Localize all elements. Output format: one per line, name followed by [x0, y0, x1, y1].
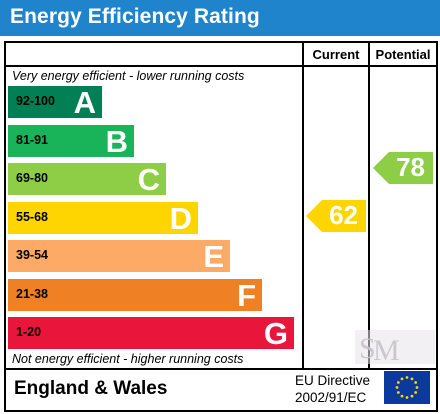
band-letter-label: G — [263, 316, 288, 351]
band-d: 55-68 D — [8, 200, 198, 236]
current-column-divider — [302, 41, 304, 370]
band-letter-label: F — [237, 277, 256, 313]
rating-frame — [4, 41, 438, 412]
potential-arrow-shape — [373, 152, 433, 184]
band-letter-label: D — [169, 200, 192, 236]
band-range-label: 81-91 — [16, 132, 48, 147]
band-range-label: 39-54 — [16, 248, 48, 262]
current-column-header: Current — [312, 47, 360, 62]
eu-star-icon — [405, 396, 409, 399]
potential-column-header: Potential — [375, 47, 431, 62]
eu-star-icon — [415, 386, 419, 389]
region-label: England & Wales — [14, 378, 168, 399]
directive-line-1: EU Directive — [295, 373, 371, 388]
eu-star-icon — [400, 394, 404, 398]
eu-star-icon — [395, 386, 399, 389]
s-m-logo-icon: S M — [355, 330, 435, 364]
band-range-label: 1-20 — [16, 325, 42, 339]
eu-star-icon — [410, 377, 414, 381]
page-title: Energy Efficiency Rating — [10, 5, 260, 28]
eu-flag-icon — [384, 371, 430, 404]
band-c: 69-80 C — [8, 162, 166, 197]
current-rating-arrow: 62 — [306, 200, 366, 232]
footer-divider — [4, 368, 436, 370]
eu-star-icon — [405, 376, 409, 379]
bottom-note: Not energy efficient - higher running co… — [12, 352, 244, 366]
potential-column-divider — [368, 41, 370, 370]
band-range-label: 55-68 — [16, 209, 48, 224]
header-divider — [4, 65, 436, 67]
band-a: 92-100 A — [8, 85, 102, 120]
band-e: 39-54 E — [8, 239, 230, 274]
potential-rating-value: 78 — [396, 152, 425, 182]
band-b: 81-91 B — [8, 123, 134, 159]
directive-line-2: 2002/91/EC — [295, 390, 367, 405]
band-f: 21-38 F — [8, 277, 262, 313]
band-letter-label: B — [105, 123, 128, 159]
band-letter-label: A — [73, 85, 96, 120]
band-letter-label: C — [137, 162, 160, 197]
eu-star-icon — [396, 391, 400, 394]
svg-text:M: M — [373, 334, 400, 364]
current-rating-value: 62 — [329, 200, 358, 230]
svg-text:S: S — [359, 332, 376, 364]
potential-rating-arrow: 78 — [373, 152, 433, 184]
band-g: 1-20 G — [8, 316, 294, 351]
eu-directive: EU Directive 2002/91/EC — [295, 372, 370, 406]
eu-star-icon — [414, 381, 418, 384]
band-range-label: 92-100 — [16, 94, 55, 108]
eu-star-icon — [396, 381, 400, 384]
eu-star-icon — [400, 377, 404, 381]
eu-star-icon — [414, 391, 418, 394]
band-range-label: 21-38 — [16, 286, 48, 301]
band-range-label: 69-80 — [16, 171, 48, 185]
top-note: Very energy efficient - lower running co… — [12, 69, 245, 83]
band-letter-label: E — [203, 239, 224, 274]
current-arrow-shape — [306, 200, 366, 232]
eu-star-icon — [410, 394, 414, 398]
title-bar: Energy Efficiency Rating — [0, 0, 440, 36]
